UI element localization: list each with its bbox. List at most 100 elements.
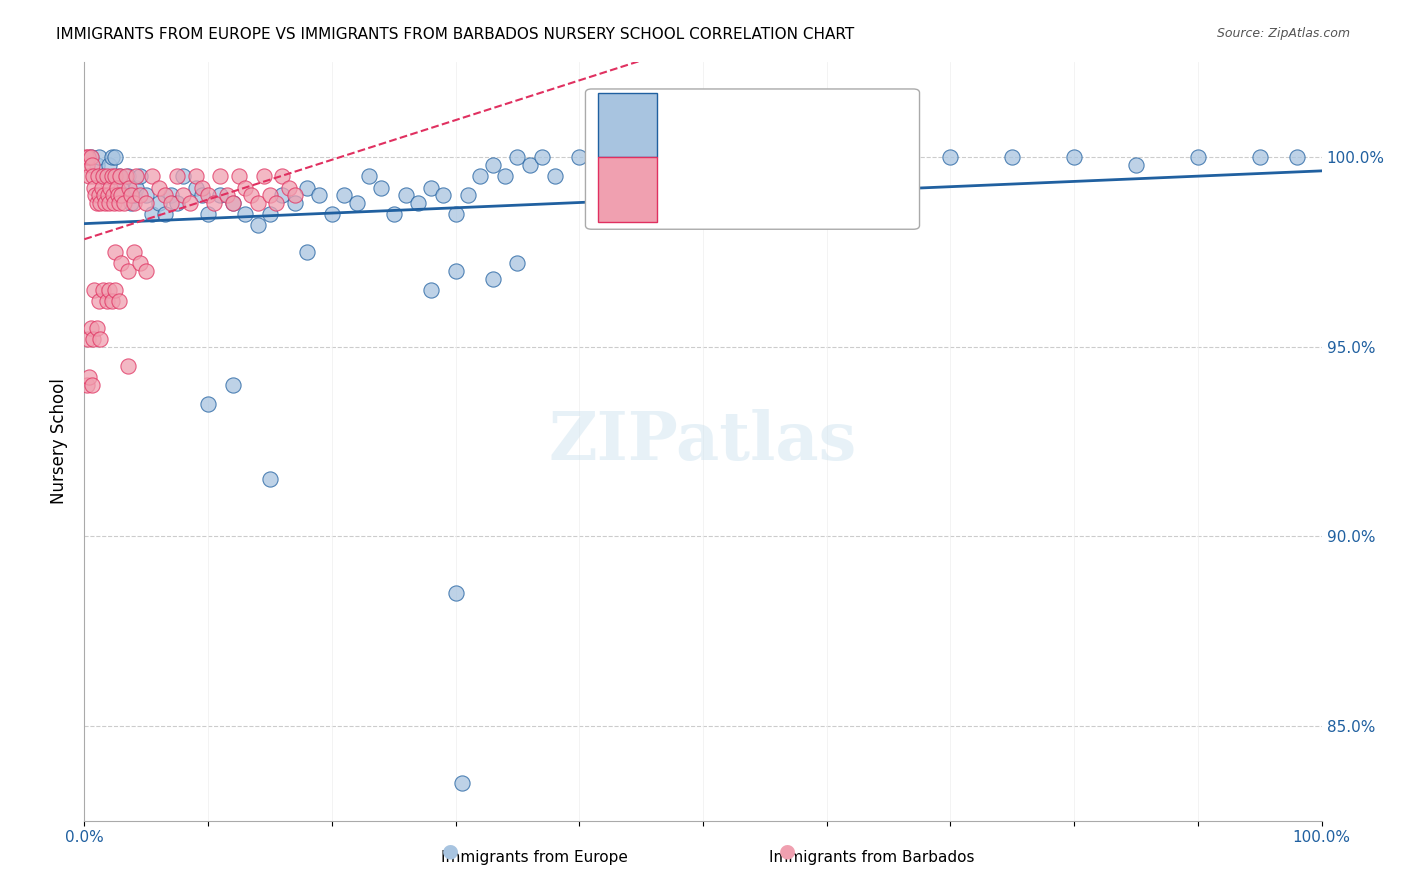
- Point: [1063, 150, 1085, 164]
- Point: [117, 169, 139, 183]
- Point: [197, 396, 219, 410]
- Point: [630, 150, 652, 164]
- Point: [321, 207, 343, 221]
- Point: [75, 150, 97, 164]
- Point: [939, 150, 962, 164]
- Point: [166, 169, 188, 183]
- Point: [110, 169, 132, 183]
- Point: [122, 195, 145, 210]
- Point: [172, 188, 194, 202]
- Point: [80, 158, 103, 172]
- Point: [87, 169, 110, 183]
- Point: [253, 169, 276, 183]
- Point: [82, 169, 104, 183]
- Point: [89, 332, 111, 346]
- Point: [105, 180, 128, 194]
- Point: [135, 188, 157, 202]
- Point: [122, 244, 145, 259]
- Point: [94, 195, 117, 210]
- Point: [91, 283, 114, 297]
- Point: [117, 359, 139, 373]
- Point: [110, 180, 132, 194]
- Point: [89, 150, 111, 164]
- Point: [457, 188, 479, 202]
- Point: [779, 150, 801, 164]
- Point: [110, 188, 132, 202]
- Point: [568, 150, 591, 164]
- Point: [395, 188, 418, 202]
- Point: [104, 150, 127, 164]
- Point: [148, 195, 170, 210]
- Point: [86, 195, 108, 210]
- Point: [141, 207, 163, 221]
- Point: [1187, 150, 1209, 164]
- Point: [77, 332, 100, 346]
- Point: [79, 150, 101, 164]
- Point: [79, 370, 101, 384]
- Point: [346, 195, 368, 210]
- Point: [295, 180, 318, 194]
- Point: [233, 180, 256, 194]
- Point: [104, 244, 127, 259]
- Point: [215, 188, 238, 202]
- Point: [481, 158, 503, 172]
- Point: [1125, 158, 1147, 172]
- Point: [228, 169, 250, 183]
- Point: [84, 188, 107, 202]
- Point: [90, 180, 112, 194]
- Point: [519, 158, 541, 172]
- Point: [264, 195, 287, 210]
- Point: [89, 188, 111, 202]
- Y-axis label: Nursery School: Nursery School: [51, 378, 69, 505]
- Point: [333, 188, 356, 202]
- Point: [104, 283, 127, 297]
- Point: [96, 169, 118, 183]
- Point: [593, 158, 616, 172]
- Point: [295, 244, 318, 259]
- Point: [83, 283, 105, 297]
- Point: [1001, 150, 1024, 164]
- Point: [222, 377, 245, 392]
- Point: [83, 180, 105, 194]
- Point: [209, 169, 232, 183]
- Point: [98, 283, 121, 297]
- Point: [82, 332, 104, 346]
- Point: [135, 195, 157, 210]
- Point: [222, 195, 245, 210]
- Point: [382, 207, 405, 221]
- Point: [108, 195, 131, 210]
- Point: [108, 169, 131, 183]
- Point: [135, 264, 157, 278]
- Point: [107, 188, 129, 202]
- Text: R = 0.207   N = 80: R = 0.207 N = 80: [666, 89, 810, 104]
- Point: [98, 158, 121, 172]
- Point: [222, 195, 245, 210]
- Point: [98, 180, 121, 194]
- Point: [284, 188, 307, 202]
- Point: [191, 188, 214, 202]
- Point: [531, 150, 554, 164]
- Text: ●: ●: [441, 842, 458, 861]
- Bar: [598, 157, 657, 221]
- Point: [117, 264, 139, 278]
- Point: [120, 195, 142, 210]
- Point: [76, 158, 98, 172]
- Point: [233, 207, 256, 221]
- Point: [125, 169, 148, 183]
- Point: [259, 188, 281, 202]
- Text: IMMIGRANTS FROM EUROPE VS IMMIGRANTS FROM BARBADOS NURSERY SCHOOL CORRELATION CH: IMMIGRANTS FROM EUROPE VS IMMIGRANTS FRO…: [56, 27, 855, 42]
- Text: Immigrants from Europe: Immigrants from Europe: [441, 850, 627, 865]
- FancyBboxPatch shape: [585, 89, 920, 229]
- Text: ●: ●: [779, 842, 796, 861]
- Point: [122, 188, 145, 202]
- Point: [160, 188, 183, 202]
- Point: [86, 158, 108, 172]
- Point: [197, 207, 219, 221]
- Point: [77, 150, 100, 164]
- Point: [115, 169, 138, 183]
- Point: [97, 188, 120, 202]
- Point: [129, 256, 152, 270]
- Point: [89, 294, 111, 309]
- Point: [86, 320, 108, 334]
- Point: [444, 207, 467, 221]
